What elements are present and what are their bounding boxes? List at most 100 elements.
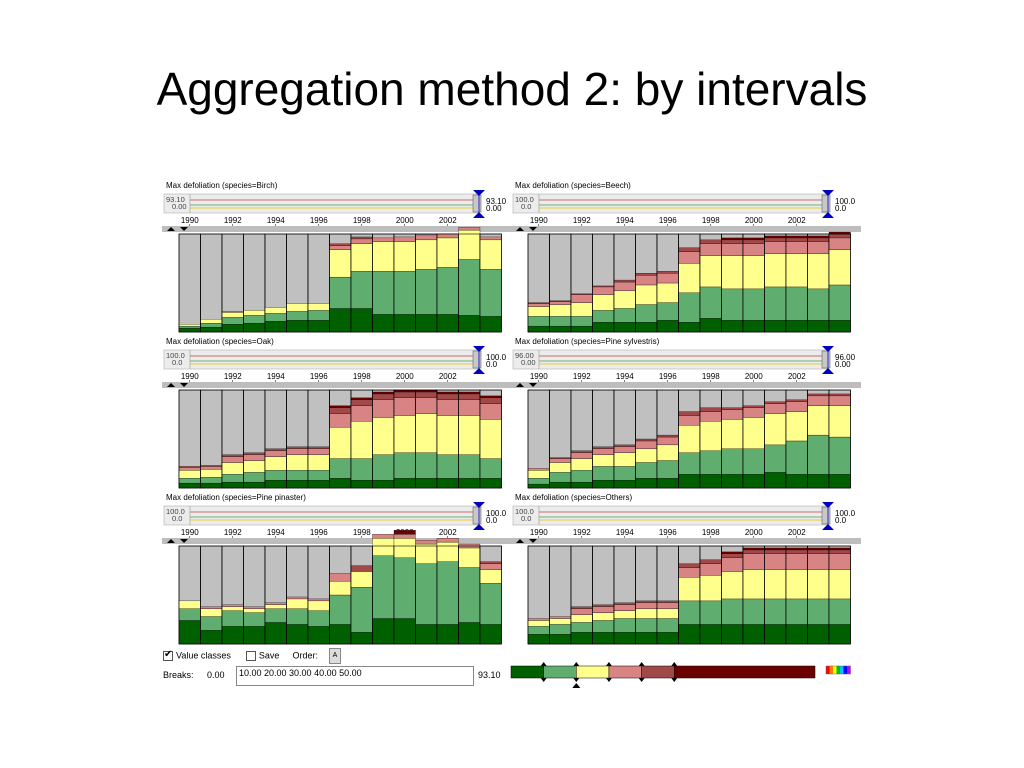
year-tick-label: 2002 (439, 372, 457, 381)
bar-segment (178, 327, 201, 333)
save-checkbox[interactable] (245, 651, 256, 661)
class-legend-bar[interactable] (508, 660, 858, 690)
bar-segment (656, 444, 679, 461)
scroll-right-arrow (180, 227, 188, 231)
bar-segment (479, 563, 502, 570)
bar-segment (286, 608, 309, 625)
order-button[interactable]: A (329, 648, 341, 664)
bar-outline (479, 545, 502, 645)
bar-segment (570, 452, 593, 459)
bar-segment (458, 399, 481, 416)
bar-segment (656, 273, 679, 284)
bar-segment (479, 419, 502, 459)
bar-segment (221, 626, 244, 645)
bar-segment (635, 448, 658, 463)
bar-segment (350, 571, 373, 588)
slider-max-value: 96.00 (515, 351, 534, 360)
bar-segment (264, 450, 287, 457)
year-tick-label: 1990 (181, 528, 199, 537)
value-classes-checkbox[interactable] (163, 649, 173, 661)
bar-segment (807, 237, 830, 242)
bar-segment (372, 241, 395, 272)
bar-segment (828, 284, 851, 321)
bar-segment (764, 401, 787, 404)
legend-active-marker (572, 683, 581, 688)
slider-min-value: 0.0 (521, 202, 531, 211)
bar-segment (699, 411, 722, 422)
bar-segment (243, 452, 266, 455)
bar-segment (415, 478, 438, 489)
right-min-value: 0.0 (835, 516, 847, 525)
bar-segment (592, 632, 615, 645)
bar-segment (200, 608, 223, 617)
bar-segment (699, 575, 722, 602)
save-label: Save (258, 650, 280, 661)
bar-segment (479, 316, 502, 333)
bar-segment (178, 600, 201, 609)
bar-segment (828, 474, 851, 489)
bar-segment (656, 460, 679, 479)
year-tick-label: 1998 (353, 216, 371, 225)
bar-segment (393, 314, 416, 333)
slider-track (512, 349, 828, 370)
chart-svg: Max defoliation (species=Birch)93.100.00… (162, 181, 512, 333)
bar-missing (200, 233, 223, 333)
bar-segment (635, 273, 658, 276)
breaks-input[interactable]: 10.00 20.00 30.00 40.00 50.00 (236, 666, 474, 686)
bar-segment (699, 450, 722, 475)
bar-segment (200, 323, 223, 328)
bar-segment (678, 251, 701, 264)
bar-segment (264, 480, 287, 489)
year-tick-label: 1996 (659, 372, 677, 381)
scroll-left-arrow (167, 227, 175, 231)
right-max-value: 100.0 (486, 509, 507, 518)
slider-handle (821, 506, 831, 525)
palette-swatch (833, 666, 837, 674)
scroll-left-arrow (516, 539, 524, 543)
bar-segment (764, 553, 787, 570)
bar-segment (742, 474, 765, 489)
bar-segment (742, 407, 765, 418)
bar-segment (828, 405, 851, 438)
bar-segment (699, 600, 722, 625)
bar-segment (243, 460, 266, 473)
bar-segment (436, 538, 459, 543)
bar-segment (549, 462, 572, 473)
year-tick-label: 1996 (659, 216, 677, 225)
bar-segment (635, 304, 658, 323)
bar-segment (415, 314, 438, 333)
bar-segment (350, 399, 373, 406)
bar-segment (178, 466, 201, 468)
year-tick-label: 2000 (745, 528, 763, 537)
bar-segment (613, 322, 636, 333)
bar-segment (721, 237, 744, 241)
bar-segment (307, 320, 330, 333)
bar-segment (785, 474, 808, 489)
bar-segment (458, 391, 481, 395)
bar-segment (742, 547, 765, 551)
year-tick-label: 1996 (310, 216, 328, 225)
bar-segment (458, 229, 481, 260)
bar-segment (656, 602, 679, 609)
bar-segment (721, 320, 744, 333)
bar-segment (549, 325, 572, 333)
year-tick-label: 1992 (573, 372, 591, 381)
bar-segment (178, 324, 201, 327)
bar-segment (613, 308, 636, 323)
bar-segment (828, 249, 851, 286)
bar-segment (479, 239, 502, 270)
bar-segment (764, 253, 787, 288)
year-tick-label: 1996 (310, 372, 328, 381)
bar-segment (570, 293, 593, 295)
bar-segment (286, 446, 309, 449)
bar-segment (329, 581, 352, 596)
slider-min-value: 0.0 (172, 514, 182, 523)
bar-segment (221, 474, 244, 483)
bar-segment (479, 397, 502, 404)
bar-segment (307, 303, 330, 311)
bar-segment (721, 474, 744, 489)
bar-segment (415, 234, 438, 241)
bar-segment (178, 470, 201, 479)
bar-segment (613, 279, 636, 283)
bar-segment (178, 478, 201, 484)
